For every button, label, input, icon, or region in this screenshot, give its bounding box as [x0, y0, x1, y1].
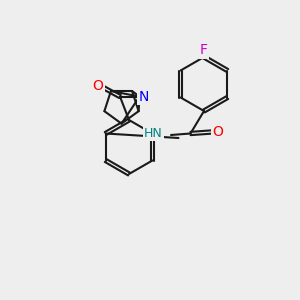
- Text: N: N: [139, 90, 149, 104]
- Text: F: F: [200, 44, 208, 57]
- Text: HN: HN: [144, 127, 163, 140]
- Text: O: O: [93, 79, 104, 93]
- Text: O: O: [213, 125, 224, 139]
